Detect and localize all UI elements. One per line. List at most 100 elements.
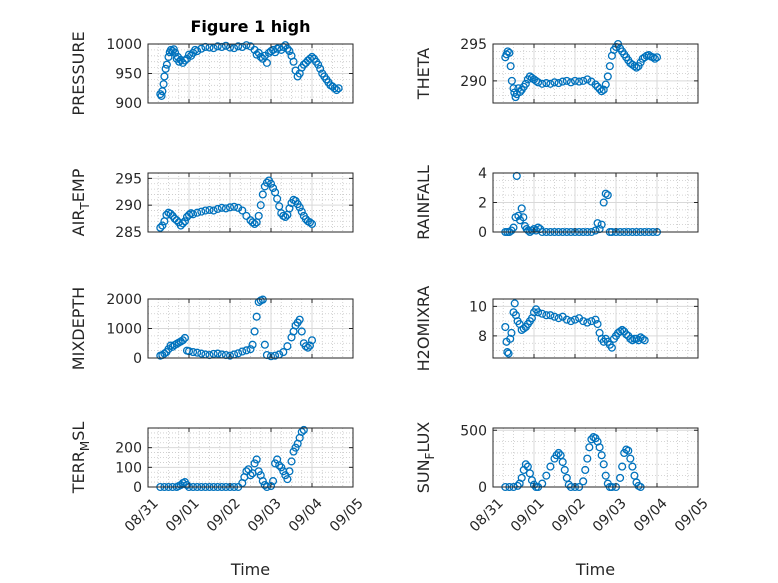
data-point xyxy=(266,481,276,491)
data-point xyxy=(262,58,271,67)
data-point xyxy=(618,325,627,335)
data-point xyxy=(250,327,259,336)
data-point xyxy=(275,461,284,470)
data-point xyxy=(616,473,625,482)
x-tick-label: 08/31 xyxy=(122,495,162,535)
data-point xyxy=(205,205,214,215)
y-tick-label: 0 xyxy=(133,480,142,496)
data-point xyxy=(260,340,269,349)
data-point xyxy=(514,211,523,220)
data-point xyxy=(521,79,530,88)
subplot-3: 0 2 4 RAINFALL xyxy=(414,165,699,241)
data-point xyxy=(289,447,298,456)
x-tick-label: 09/03 xyxy=(245,495,285,535)
data-point xyxy=(562,76,571,85)
data-point xyxy=(579,477,588,486)
data-point xyxy=(583,454,592,463)
x-axis-label: Time xyxy=(230,560,270,579)
data-point xyxy=(256,52,265,62)
x-tick-label: 09/02 xyxy=(204,495,244,535)
data-point xyxy=(334,84,343,93)
data-point xyxy=(517,473,526,482)
data-point xyxy=(504,349,513,358)
y-tick-label: 290 xyxy=(115,198,142,214)
data-point xyxy=(527,476,536,485)
data-point xyxy=(542,471,551,480)
y-tick-label: 1000 xyxy=(106,37,142,53)
data-point xyxy=(285,47,294,56)
data-point xyxy=(562,315,571,324)
data-point xyxy=(180,56,189,65)
data-point xyxy=(597,451,606,460)
data-point xyxy=(503,348,512,357)
data-point xyxy=(599,460,608,469)
data-point xyxy=(301,342,310,351)
data-point xyxy=(307,336,317,345)
data-point xyxy=(157,91,166,100)
data-point xyxy=(178,219,187,228)
data-point xyxy=(256,201,265,210)
data-point xyxy=(189,348,198,357)
x-tick-label: 09/04 xyxy=(631,495,671,535)
data-point xyxy=(178,336,187,345)
data-point xyxy=(652,53,662,62)
data-point xyxy=(546,311,555,320)
data-point xyxy=(234,42,243,51)
data-point xyxy=(246,345,255,354)
data-point xyxy=(519,213,528,222)
data-point xyxy=(166,209,175,218)
data-point xyxy=(193,348,202,357)
data-point xyxy=(285,204,294,213)
data-point xyxy=(161,64,170,73)
data-point xyxy=(277,463,286,472)
data-point xyxy=(285,467,294,476)
data-point xyxy=(599,85,608,94)
data-point xyxy=(579,317,588,326)
data-point xyxy=(516,87,525,96)
y-tick-label: 8 xyxy=(478,329,487,345)
data-point xyxy=(595,84,604,94)
data-point xyxy=(314,60,323,69)
data-point xyxy=(305,218,315,227)
data-point xyxy=(160,72,169,81)
y-tick-label: 295 xyxy=(460,37,487,53)
y-axis-label: PRESSURE xyxy=(69,31,88,115)
data-point xyxy=(299,425,308,435)
y-tick-label: 2 xyxy=(478,196,487,212)
x-tick-label: 09/01 xyxy=(508,495,548,535)
data-point xyxy=(558,457,567,467)
data-point xyxy=(622,330,631,339)
data-point xyxy=(254,211,263,220)
data-point xyxy=(164,52,173,62)
data-point xyxy=(538,309,547,318)
y-axis-label: SUNFLUX xyxy=(414,422,437,494)
data-point xyxy=(583,318,592,327)
axes-frame xyxy=(147,427,354,488)
data-point xyxy=(209,349,218,358)
data-point xyxy=(252,50,261,59)
data-point xyxy=(297,327,306,336)
data-point xyxy=(291,443,300,452)
data-point xyxy=(238,206,247,215)
subplot-5: 8 10 H2OMIXRA xyxy=(414,286,699,371)
data-point xyxy=(209,206,218,215)
data-point xyxy=(268,183,278,193)
data-point xyxy=(552,451,561,460)
data-point xyxy=(184,210,194,219)
data-point xyxy=(507,328,516,337)
data-point xyxy=(193,208,202,217)
data-point xyxy=(558,77,567,86)
y-tick-label: 950 xyxy=(115,67,142,83)
data-point xyxy=(178,58,187,67)
data-point xyxy=(295,315,304,324)
data-point xyxy=(507,76,516,85)
data-point xyxy=(289,57,298,66)
data-point xyxy=(595,443,604,452)
data-point xyxy=(517,204,526,213)
data-point xyxy=(605,62,614,71)
data-point xyxy=(221,41,230,50)
data-point xyxy=(638,334,647,343)
data-point xyxy=(159,80,168,89)
data-point xyxy=(193,47,202,56)
data-point xyxy=(583,75,592,84)
